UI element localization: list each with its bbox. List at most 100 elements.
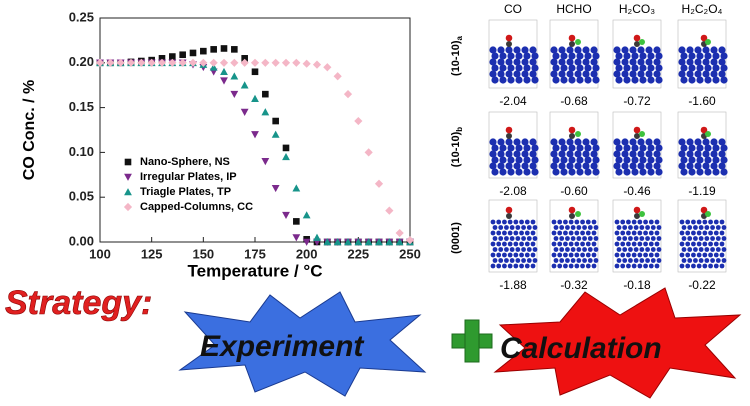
atom bbox=[576, 247, 582, 252]
adsorbate-o bbox=[700, 126, 708, 134]
adsorbate-c bbox=[506, 133, 512, 139]
atom bbox=[688, 52, 696, 60]
point bbox=[333, 238, 342, 246]
atom bbox=[710, 58, 718, 66]
atom bbox=[622, 236, 628, 241]
point bbox=[200, 47, 207, 55]
atom bbox=[631, 252, 637, 258]
atom bbox=[678, 70, 686, 78]
atom bbox=[557, 263, 563, 269]
atom bbox=[523, 168, 531, 176]
atom bbox=[502, 263, 507, 269]
atom bbox=[691, 241, 696, 247]
atom bbox=[568, 252, 574, 258]
atom bbox=[550, 162, 558, 170]
cell-frame bbox=[488, 111, 538, 179]
atom bbox=[513, 219, 519, 225]
atom bbox=[582, 70, 590, 78]
atom bbox=[507, 168, 515, 176]
atom bbox=[696, 241, 702, 247]
atom bbox=[491, 156, 499, 164]
atom bbox=[558, 162, 566, 170]
legend-marker bbox=[124, 188, 132, 196]
atom bbox=[507, 219, 513, 225]
atom bbox=[568, 76, 576, 84]
atom bbox=[563, 219, 568, 225]
atom bbox=[491, 52, 499, 60]
atom bbox=[615, 144, 623, 152]
atom bbox=[615, 156, 623, 164]
point bbox=[95, 58, 105, 67]
atom bbox=[681, 225, 687, 230]
legend-marker bbox=[123, 202, 133, 212]
atom bbox=[650, 236, 656, 241]
atom bbox=[688, 76, 696, 84]
atom bbox=[550, 150, 558, 158]
point bbox=[395, 238, 404, 246]
atom bbox=[574, 150, 582, 158]
atom bbox=[576, 144, 584, 152]
atom bbox=[509, 247, 515, 252]
atom bbox=[712, 156, 720, 164]
atom bbox=[566, 162, 574, 170]
atom bbox=[509, 258, 515, 263]
atom bbox=[616, 258, 622, 263]
atom bbox=[551, 252, 557, 258]
atom bbox=[593, 247, 599, 252]
atom bbox=[507, 263, 513, 269]
atom bbox=[710, 236, 715, 241]
atom bbox=[613, 138, 621, 146]
atom bbox=[553, 247, 559, 252]
row-label-sub: a bbox=[455, 35, 464, 40]
energy-label: -0.22 bbox=[688, 278, 716, 292]
adsorbate-o bbox=[700, 206, 708, 214]
atom bbox=[702, 241, 708, 247]
atom bbox=[515, 156, 523, 164]
atom bbox=[498, 247, 504, 252]
atom bbox=[592, 144, 600, 152]
point bbox=[189, 49, 197, 57]
atom bbox=[687, 258, 693, 263]
atom bbox=[698, 225, 704, 230]
atom bbox=[590, 162, 598, 170]
atom bbox=[685, 219, 691, 225]
atom bbox=[694, 46, 702, 54]
atom bbox=[592, 156, 600, 164]
atom bbox=[491, 144, 499, 152]
atom bbox=[585, 241, 591, 247]
atom bbox=[693, 247, 698, 252]
point bbox=[220, 77, 228, 85]
atom bbox=[678, 162, 686, 170]
atom bbox=[563, 263, 568, 269]
point bbox=[230, 90, 239, 99]
atom bbox=[560, 52, 568, 60]
atom bbox=[490, 219, 496, 225]
point bbox=[395, 228, 404, 238]
atom bbox=[568, 168, 576, 176]
atom bbox=[509, 236, 515, 241]
atom bbox=[653, 138, 661, 146]
atom bbox=[631, 263, 637, 269]
atom bbox=[685, 230, 691, 236]
atom bbox=[565, 225, 570, 230]
point bbox=[251, 131, 259, 139]
atom bbox=[679, 263, 685, 269]
atom bbox=[623, 168, 631, 176]
atom bbox=[704, 76, 712, 84]
atom bbox=[513, 241, 519, 247]
atom bbox=[645, 70, 653, 78]
point bbox=[385, 206, 394, 215]
point bbox=[231, 46, 238, 53]
point bbox=[343, 90, 353, 99]
adsorbate-o2 bbox=[705, 39, 711, 45]
experiment-label: Experiment bbox=[200, 330, 365, 363]
atom bbox=[513, 46, 521, 54]
atom bbox=[582, 162, 590, 170]
atom bbox=[678, 150, 686, 158]
cell-frame bbox=[677, 111, 727, 179]
atom bbox=[680, 156, 688, 164]
atom bbox=[653, 162, 661, 170]
atom bbox=[521, 138, 529, 146]
atom bbox=[686, 70, 694, 78]
